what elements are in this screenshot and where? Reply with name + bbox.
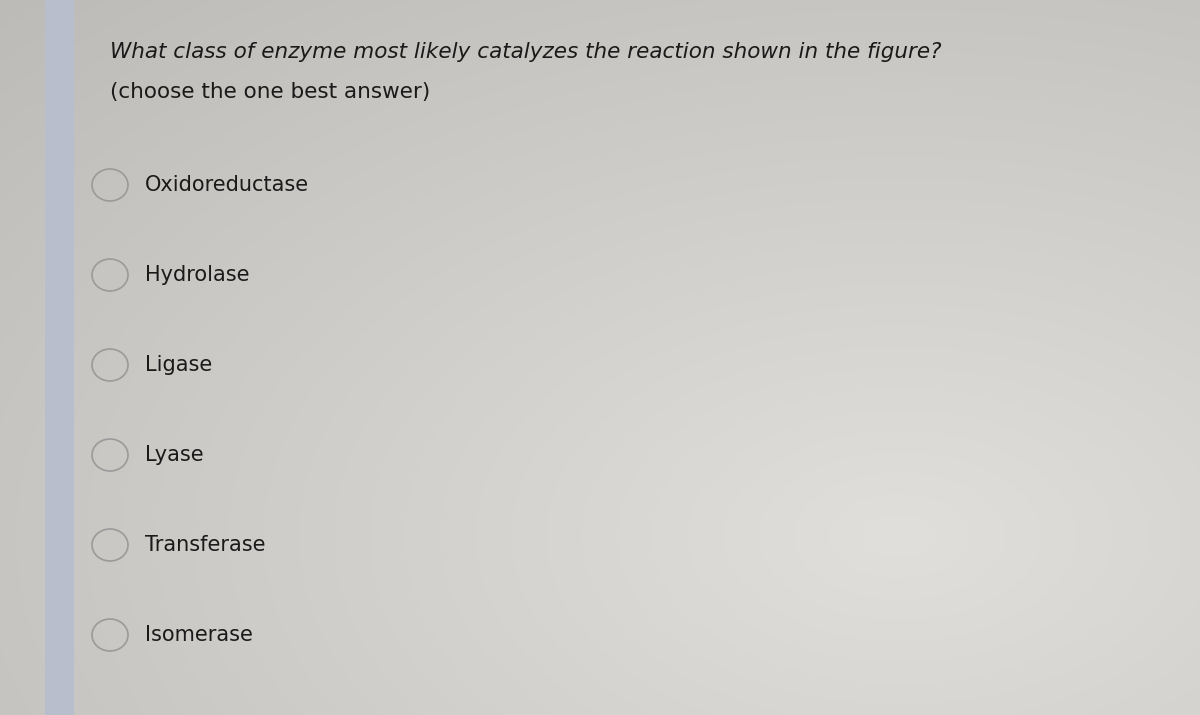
Text: (choose the one best answer): (choose the one best answer) xyxy=(110,82,431,102)
Text: Lyase: Lyase xyxy=(145,445,204,465)
Text: Transferase: Transferase xyxy=(145,535,265,555)
Text: Ligase: Ligase xyxy=(145,355,212,375)
Text: What class of enzyme most likely catalyzes the reaction shown in the figure?: What class of enzyme most likely catalyz… xyxy=(110,42,942,62)
Text: Isomerase: Isomerase xyxy=(145,625,253,645)
Text: Oxidoreductase: Oxidoreductase xyxy=(145,175,310,195)
Text: Hydrolase: Hydrolase xyxy=(145,265,250,285)
